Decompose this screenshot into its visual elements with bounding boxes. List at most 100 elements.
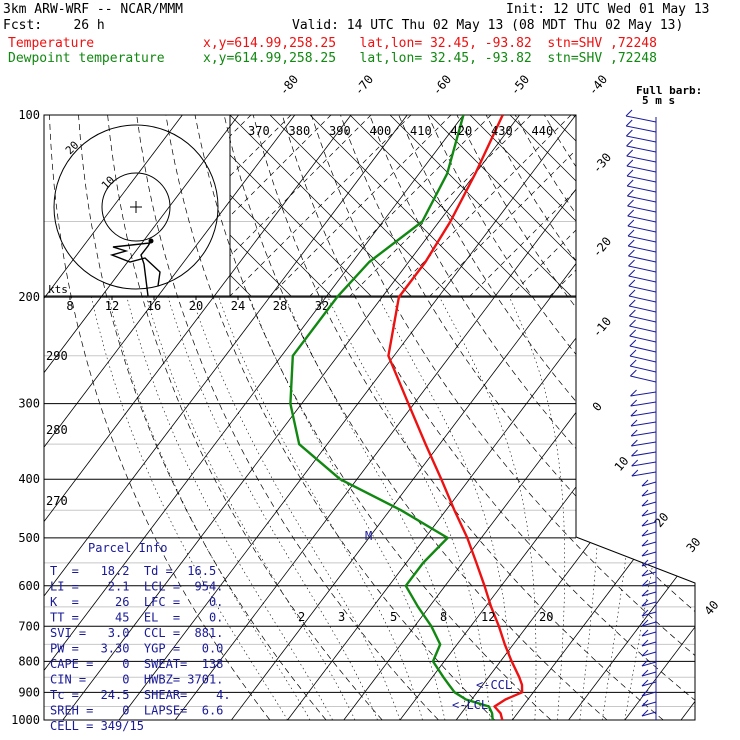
moist-adiabat (509, 296, 566, 720)
moist-adiabat (167, 297, 378, 720)
wind-barb (641, 519, 657, 527)
theta-grid-line (0, 115, 91, 296)
isotherm (174, 115, 633, 720)
wind-barb (628, 259, 657, 273)
isotherm-label: -50 (508, 72, 533, 98)
theta-grid-line (590, 115, 740, 296)
wind-barb (626, 169, 657, 183)
wind-barb (627, 219, 657, 233)
theta-label: 440 (532, 124, 554, 138)
wind-barb (628, 269, 657, 283)
dry-adiabat (223, 115, 608, 720)
hodograph-unit: kts (48, 283, 68, 296)
wind-barb (641, 599, 657, 607)
isotherm-label: -10 (590, 314, 615, 340)
theta-grid-line (230, 115, 412, 296)
wind-barb (631, 469, 657, 477)
isotherm (44, 115, 239, 720)
speed-axis-label: 20 (189, 299, 203, 313)
speed-axis-label: 28 (273, 299, 287, 313)
isotherm (624, 115, 695, 720)
dry-adiabat (543, 115, 695, 720)
isotherm-label: 40 (702, 598, 722, 618)
isotherm (44, 115, 296, 720)
dry-adiabat (78, 115, 327, 720)
moist-adiabat (126, 297, 333, 720)
wind-barb (641, 669, 657, 677)
theta-label: 400 (370, 124, 392, 138)
isotherm-label: -70 (352, 72, 377, 98)
wind-barb (629, 309, 657, 323)
pressure-tick-label: 800 (18, 654, 40, 668)
speed-axis-label: 16 (147, 299, 161, 313)
wind-barb (625, 109, 657, 123)
wind-barb (627, 189, 657, 203)
moist-adiabat (579, 297, 601, 720)
dry-adiabat (252, 115, 664, 720)
isotherm (44, 115, 352, 720)
wind-barb (641, 699, 657, 707)
dry-adiabat (49, 115, 271, 720)
isotherm-label: 30 (684, 535, 704, 555)
moist-adiabat (285, 296, 468, 720)
wind-barb (627, 199, 657, 213)
wind-barb (641, 689, 657, 697)
moist-adiabat (378, 296, 513, 720)
theta-grid-line (670, 115, 740, 296)
theta-grid-line (230, 115, 252, 137)
mixing-ratio-label: 2 (298, 610, 305, 624)
model-title: 3km ARW-WRF -- NCAR/MMM (3, 2, 184, 17)
theta-grid-line (590, 115, 740, 296)
isotherm (680, 115, 695, 720)
theta-grid-line (230, 274, 252, 296)
wind-barb (641, 549, 657, 557)
wind-barb (629, 339, 657, 353)
pressure-tick-label: 1000 (11, 713, 40, 727)
full-barb-label: Full barb: (636, 84, 702, 97)
dry-adiabat (369, 115, 695, 720)
isotherm (44, 115, 408, 720)
hodograph-ring (53, 124, 219, 290)
wind-barb (629, 319, 657, 333)
wind-barb (628, 249, 657, 263)
dry-adiabat (485, 115, 695, 720)
isotherm (44, 115, 464, 720)
moist-adiabat (602, 297, 646, 720)
theta-grid-line (670, 115, 740, 296)
lcl-marker: <-LCL (452, 698, 488, 712)
theta-label: 370 (248, 124, 270, 138)
theta-grid-line (230, 115, 332, 217)
diagram-frame (43, 114, 696, 721)
isotherm (512, 115, 695, 720)
theta-grid-line (349, 115, 532, 296)
wind-barb (641, 559, 657, 567)
theta-grid-line (230, 115, 372, 257)
dry-adiabat (194, 115, 552, 720)
isotherm (287, 115, 695, 720)
moist-adiabat (108, 297, 311, 720)
dry-adiabat (311, 115, 695, 720)
ccl-marker: <-CCL (476, 678, 512, 692)
dry-adiabat-label: 290 (46, 349, 68, 363)
hodograph-trace (109, 240, 161, 297)
theta-grid-line (710, 115, 740, 296)
hodograph-ring-label: 10 (99, 174, 118, 193)
m-marker: M (365, 529, 372, 543)
mixing-ratio-label: 3 (338, 610, 345, 624)
wind-barb (641, 499, 657, 507)
hodograph-ring (101, 172, 171, 242)
isotherm (343, 115, 695, 720)
wind-barb (626, 179, 657, 193)
moist-adiabat (91, 297, 288, 720)
pressure-tick-label: 500 (18, 531, 40, 545)
isotherm-label: -60 (430, 72, 455, 98)
dry-adiabat (165, 115, 495, 720)
isotherm-label: -30 (590, 150, 615, 176)
wind-barb (628, 279, 657, 293)
isotherm-label: -40 (586, 72, 611, 98)
wind-barb (641, 649, 657, 657)
theta-grid-line (710, 115, 740, 296)
isotherm-label: -80 (277, 72, 302, 98)
pressure-tick-label: 900 (18, 685, 40, 699)
